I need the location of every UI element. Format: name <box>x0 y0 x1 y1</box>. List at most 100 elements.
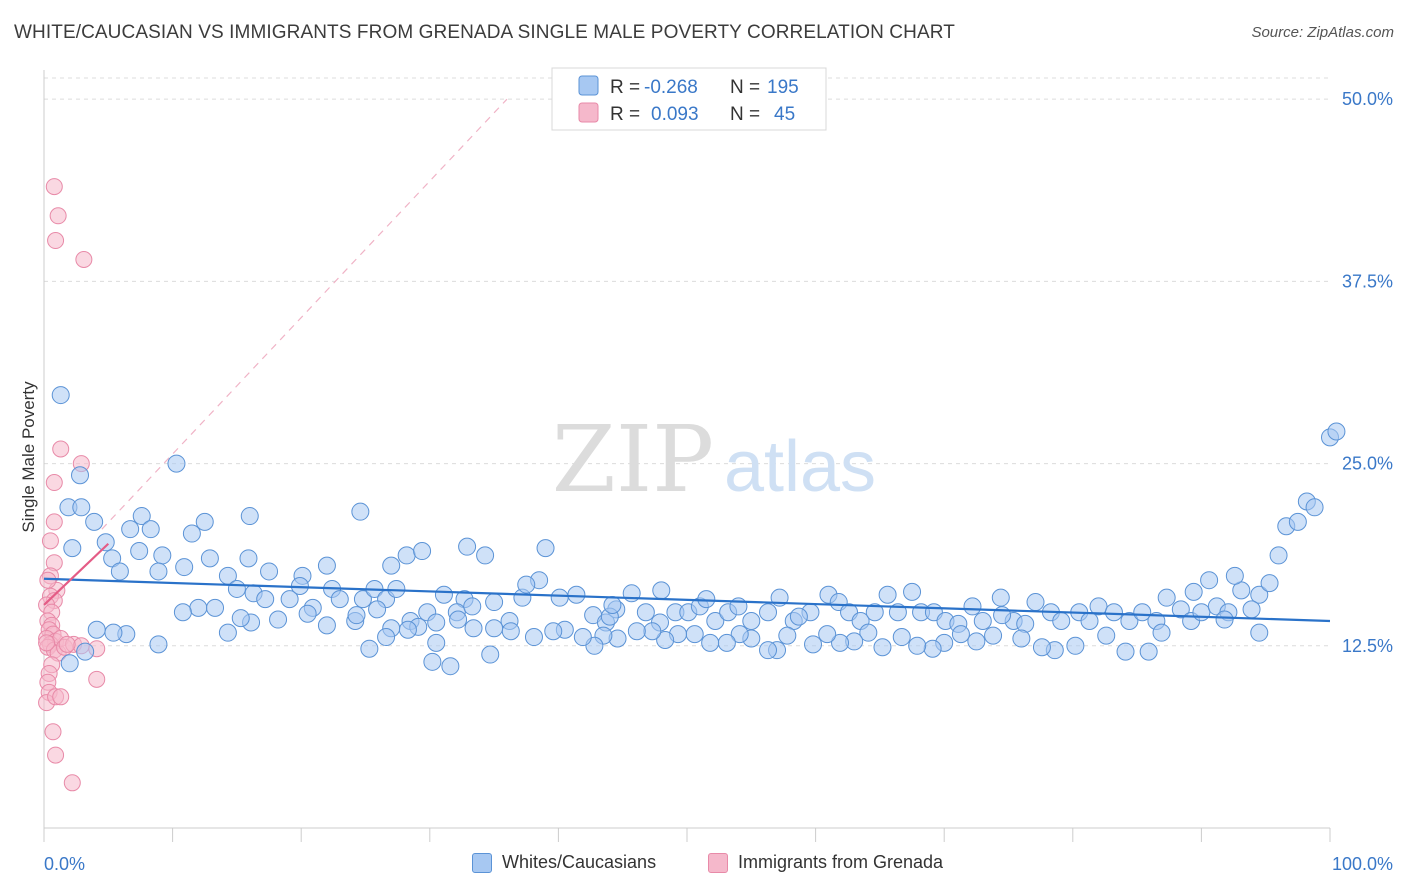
white-point-183 <box>149 635 168 654</box>
legend-item-white: Whites/Caucasians <box>472 852 656 873</box>
white-point-60 <box>567 585 586 604</box>
white-point-112 <box>1250 585 1269 604</box>
white-point-147 <box>818 625 837 644</box>
white-point-5 <box>167 454 186 473</box>
legend-r-label-2: R = <box>610 104 640 125</box>
white-point-24 <box>260 562 279 581</box>
white-point-85 <box>903 582 922 601</box>
white-point-169 <box>501 622 520 641</box>
white-point-100 <box>1089 597 1108 616</box>
white-point-185 <box>104 623 123 642</box>
y-tick-label-2: 37.5% <box>1342 271 1393 291</box>
white-point-138 <box>951 625 970 644</box>
white-point-106 <box>1171 600 1190 619</box>
white-point-55 <box>485 593 504 612</box>
x-tick-label-0: 0.0% <box>44 854 85 874</box>
white-point-131 <box>1066 636 1085 655</box>
y-axis-label: Single Male Poverty <box>19 381 38 533</box>
white-point-6 <box>240 507 259 526</box>
white-point-29 <box>413 542 432 561</box>
white-point-200 <box>603 595 622 614</box>
y-tick-labels: 12.5% 25.0% 37.5% 50.0% <box>1342 89 1393 656</box>
white-point-52 <box>427 613 446 632</box>
white-point-130 <box>1097 626 1116 645</box>
white-point-159 <box>656 630 675 649</box>
white-point-195 <box>481 645 500 664</box>
white-point-8 <box>63 539 82 558</box>
white-point-157 <box>685 625 704 644</box>
trend-lines <box>43 542 1331 623</box>
legend-swatch-grenada <box>578 102 599 123</box>
y-tick-label-0: 12.5% <box>1342 636 1393 656</box>
white-point-97 <box>1052 612 1071 631</box>
legend-n-value-1: 195 <box>767 77 799 98</box>
white-point-15 <box>130 542 149 561</box>
white-point-108 <box>1192 603 1211 622</box>
white-point-73 <box>742 612 761 631</box>
legend-bottom: Whites/Caucasians Immigrants from Grenad… <box>0 852 1406 878</box>
white-point-54 <box>463 597 482 616</box>
white-point-140 <box>923 639 942 658</box>
white-point-20 <box>110 562 129 581</box>
white-point-133 <box>1032 638 1051 657</box>
x-tick-label-1: 100.0% <box>1332 854 1393 874</box>
legend-swatch-white <box>578 75 599 96</box>
white-point-121 <box>1250 623 1269 642</box>
grenada-point-44 <box>58 635 76 653</box>
white-point-141 <box>908 636 927 655</box>
white-point-167 <box>544 622 563 641</box>
grenada-point-8 <box>41 532 59 550</box>
white-point-90 <box>963 597 982 616</box>
white-point-16 <box>153 546 172 565</box>
white-point-198 <box>652 581 671 600</box>
white-point-0 <box>51 386 70 405</box>
white-point-128 <box>1139 642 1158 661</box>
reference-line <box>101 98 508 530</box>
white-point-170 <box>485 619 504 638</box>
white-point-171 <box>464 619 483 638</box>
grenada-point-12 <box>39 571 57 589</box>
white-point-9 <box>96 533 115 552</box>
white-point-156 <box>701 633 720 652</box>
white-point-28 <box>397 546 416 565</box>
white-point-176 <box>317 616 336 635</box>
watermark-zip: ZIP <box>552 406 714 513</box>
white-point-196 <box>517 575 536 594</box>
white-point-201 <box>697 590 716 609</box>
legend-r-value-2: 0.093 <box>651 104 699 125</box>
white-point-155 <box>717 633 736 652</box>
grenada-point-43 <box>63 774 81 792</box>
legend-n-value-2: 45 <box>774 104 795 125</box>
white-point-199 <box>536 539 555 558</box>
white-point-136 <box>984 626 1003 645</box>
grenada-points <box>38 178 106 792</box>
y-tick-label-1: 25.0% <box>1342 454 1393 474</box>
white-point-22 <box>175 558 194 577</box>
white-point-101 <box>1104 603 1123 622</box>
legend-top: R = -0.268 N = 195 R = 0.093 N = 45 <box>551 67 827 131</box>
white-point-190 <box>360 639 379 658</box>
white-point-34 <box>189 598 208 617</box>
white-point-12 <box>141 520 160 539</box>
white-point-74 <box>759 603 778 622</box>
reference-line-layer <box>101 98 508 530</box>
x-tick-labels: 0.0% 100.0% <box>44 854 1393 874</box>
white-point-149 <box>789 607 808 626</box>
white-point-173 <box>427 633 446 652</box>
white-points <box>51 386 1346 676</box>
white-point-14 <box>195 512 214 531</box>
white-point-32 <box>434 585 453 604</box>
grenada-point-41 <box>44 723 62 741</box>
white-point-122 <box>1242 600 1261 619</box>
white-point-91 <box>973 612 992 631</box>
grenada-point-3 <box>75 251 93 268</box>
white-trend-line <box>43 577 1331 623</box>
white-point-21 <box>149 562 168 581</box>
white-point-47 <box>387 579 406 598</box>
white-point-59 <box>550 588 569 607</box>
grenada-point-1 <box>49 207 67 225</box>
grenada-trend-line <box>43 542 110 606</box>
white-point-123 <box>1225 566 1244 585</box>
white-point-13 <box>182 524 201 543</box>
